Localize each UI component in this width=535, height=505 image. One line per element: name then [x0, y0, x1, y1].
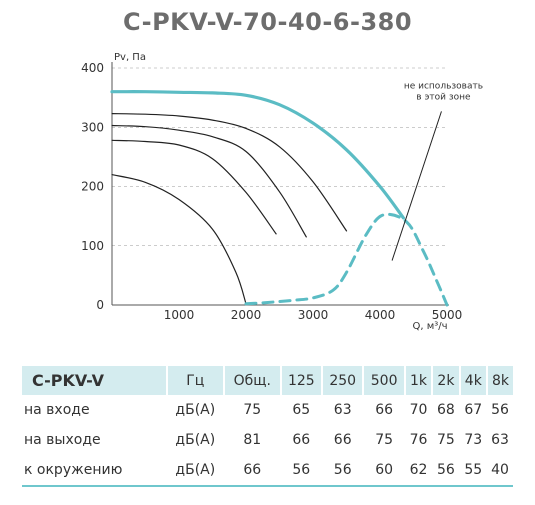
max-curve [110, 90, 405, 220]
row-label: на выходе [24, 432, 101, 448]
noise-value-cell: 81 [243, 432, 262, 448]
unit-cell: дБ(А) [175, 402, 216, 418]
noise-value-cell: 63 [491, 432, 509, 448]
speed-curve-2 [111, 124, 307, 238]
noise-value-cell: 65 [292, 402, 311, 418]
noise-value-cell: 63 [333, 402, 352, 418]
fan-curve-chart: 0 100 200 300 400 1000 2000 3000 4000 5000 Pv, Па Q… [81, 52, 483, 332]
noise-column-header: Гц [165, 366, 224, 395]
y-tick-label: 400 [81, 61, 104, 75]
speed-curve-1 [111, 113, 348, 232]
noise-value-cell: 73 [464, 432, 483, 448]
noise-value-cell: 62 [404, 455, 433, 487]
noise-value-cell: 60 [363, 455, 405, 487]
noise-column-header: 4k [458, 366, 487, 395]
y-axis-title: Pv, Па [114, 52, 146, 63]
noise-value-cell: 75 [243, 402, 262, 418]
annotation-arrow [391, 111, 442, 261]
noise-column-header: 125 [279, 366, 323, 395]
noise-column-header: 1k [403, 366, 433, 395]
y-tick-label: 100 [81, 239, 104, 253]
noise-value-cell: 68 [437, 402, 455, 418]
noise-value-cell: 66 [223, 455, 281, 487]
noise-value-cell: 76 [409, 432, 428, 448]
noise-value-cell: 75 [375, 432, 394, 448]
noise-value-cell: 56 [491, 402, 509, 418]
annotation-text: в этой зоне [416, 93, 471, 103]
noise-column-header: Общ. [222, 366, 281, 395]
limit-curve [244, 212, 449, 307]
unit-cell: дБ(А) [175, 432, 216, 448]
noise-column-header: 500 [362, 366, 405, 395]
y-tick-label: 200 [81, 180, 104, 194]
chart-title: C-PKV-V-70-40-6-380 [122, 8, 413, 36]
y-tick-label: 0 [96, 298, 104, 312]
noise-value-cell: 56 [280, 455, 323, 487]
x-tick-label: 1000 [164, 308, 195, 322]
unit-cell: дБ(А) [166, 455, 224, 487]
noise-value-cell: 55 [459, 455, 487, 487]
model-header: C-PKV-V [22, 366, 167, 395]
noise-table-header-row: C-PKV-V Гц Общ. 125 250 500 1k 2k 4k 8k [22, 366, 513, 395]
x-axis-title: Q, м³/ч [412, 321, 447, 332]
speed-curve-4 [111, 174, 247, 305]
annotation-text: не использовать [404, 82, 483, 92]
noise-table-body: на входе дБ(А) 75 65 63 66 70 68 67 56 на выходе дБ… [22, 395, 513, 487]
noise-value-cell: 66 [333, 432, 352, 448]
noise-table-row: на выходе дБ(А) 81 66 66 75 76 75 73 63 [22, 425, 513, 455]
row-label: на входе [24, 402, 90, 418]
row-label: к окружению [22, 455, 167, 487]
x-tick-label: 4000 [365, 308, 396, 322]
x-tick-label: 3000 [298, 308, 329, 322]
noise-value-cell: 56 [432, 455, 460, 487]
noise-value-cell: 75 [437, 432, 455, 448]
noise-value-cell: 56 [322, 455, 364, 487]
noise-value-cell: 70 [409, 402, 428, 418]
y-tick-label: 300 [81, 120, 104, 134]
noise-value-cell: 67 [464, 402, 483, 418]
noise-value-cell: 66 [375, 402, 394, 418]
noise-column-header: 2k [431, 366, 460, 395]
noise-table-row: к окружению дБ(А) 66 56 56 60 62 56 55 40 [22, 455, 513, 487]
noise-table: C-PKV-V Гц Общ. 125 250 500 1k 2k 4k 8k на входе д… [22, 366, 513, 487]
noise-table-row: на входе дБ(А) 75 65 63 66 70 68 67 56 [22, 395, 513, 425]
noise-value-cell: 66 [292, 432, 311, 448]
noise-value-cell: 40 [487, 455, 513, 487]
x-tick-label: 5000 [432, 308, 463, 322]
noise-column-header: 250 [321, 366, 364, 395]
noise-column-header: 8k [486, 366, 513, 395]
speed-curve-3 [111, 139, 277, 235]
x-tick-label: 2000 [231, 308, 262, 322]
